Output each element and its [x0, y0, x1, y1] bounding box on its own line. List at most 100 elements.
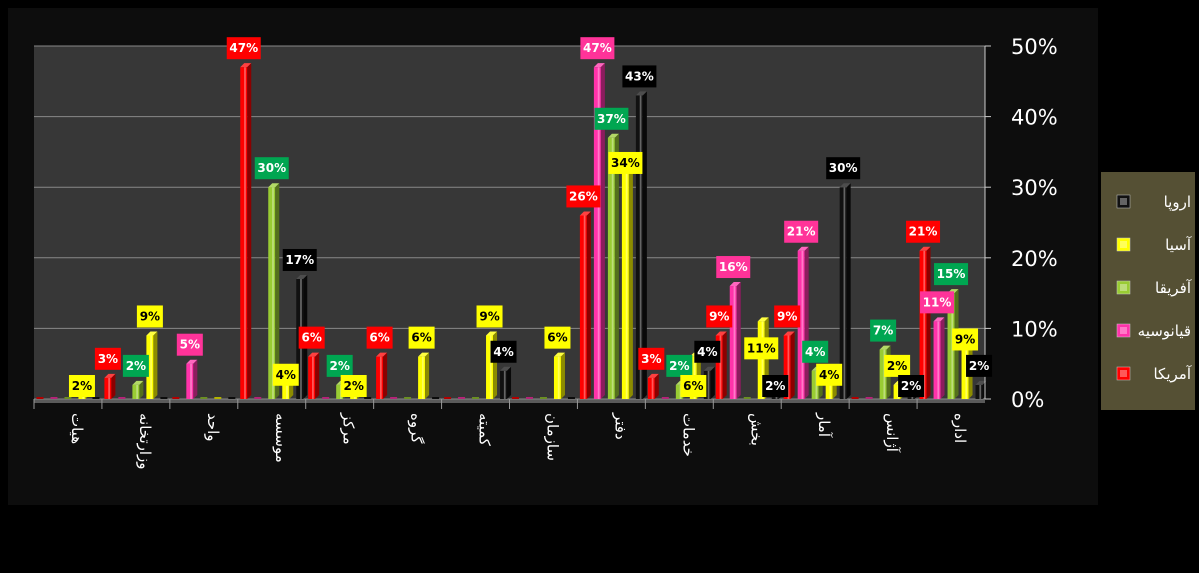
data-label: 9% — [479, 309, 499, 323]
bar-top — [376, 352, 388, 357]
bar-top — [635, 91, 647, 96]
bar-top — [729, 282, 741, 287]
category-label: بخش — [747, 413, 765, 446]
category-label: هیات — [68, 413, 86, 444]
bar-top — [715, 331, 727, 336]
bar-highlight — [733, 286, 736, 399]
bar — [240, 67, 248, 400]
data-label: 4% — [276, 368, 296, 382]
bar-top — [607, 133, 619, 138]
bar — [64, 397, 72, 399]
bar-highlight — [489, 335, 492, 399]
bar — [947, 293, 955, 399]
bar-top — [186, 359, 198, 364]
data-label: 2% — [969, 359, 989, 373]
bar — [404, 397, 412, 399]
bar-highlight — [421, 356, 424, 399]
bar-highlight — [625, 158, 628, 399]
data-label: 47% — [229, 41, 258, 55]
bar — [50, 397, 58, 399]
bar-highlight — [843, 187, 846, 399]
bar-side — [642, 91, 647, 400]
data-label-box — [476, 305, 503, 328]
legend-label: آفریقا — [1155, 279, 1192, 297]
data-label-box — [254, 157, 289, 180]
data-label: 9% — [709, 309, 729, 323]
data-label-box — [966, 354, 993, 377]
category-label: وزارتخانه — [136, 413, 154, 470]
data-label-box — [934, 263, 969, 286]
data-label: 6% — [547, 331, 567, 345]
legend-swatch-inner — [1120, 370, 1127, 377]
bar-top — [268, 183, 280, 188]
bar-side — [315, 352, 320, 399]
data-label: 26% — [569, 189, 598, 203]
bar — [961, 335, 969, 399]
category-label: کمیته — [476, 413, 494, 447]
bar — [254, 397, 262, 399]
bar-top — [486, 331, 498, 336]
bar — [186, 363, 194, 399]
bar-top — [132, 380, 144, 385]
bar — [376, 356, 384, 399]
data-label-box — [226, 37, 261, 60]
data-label-box — [694, 340, 721, 363]
data-label-box — [716, 256, 751, 279]
y-tick-label: 30% — [1011, 176, 1058, 200]
data-label-box — [594, 107, 629, 130]
bar — [635, 95, 643, 400]
legend-label: آمریکا — [1153, 365, 1191, 383]
bar-top — [757, 317, 769, 322]
bar-highlight — [503, 370, 506, 399]
legend-swatch-inner — [1120, 327, 1127, 334]
bar — [132, 384, 140, 399]
data-label-box — [706, 305, 733, 328]
bar — [975, 384, 983, 399]
bar-side — [111, 373, 116, 399]
data-label: 2% — [343, 379, 363, 393]
bar — [444, 397, 452, 399]
bar-side — [247, 63, 252, 400]
bar-side — [586, 211, 591, 399]
bar — [390, 397, 398, 399]
bar — [797, 250, 805, 399]
data-label-box — [870, 319, 897, 342]
data-label-box — [68, 375, 95, 397]
legend-label: آسیا — [1165, 236, 1192, 254]
bar — [322, 397, 330, 399]
bar — [703, 370, 711, 399]
bar-side — [139, 380, 144, 399]
bar-side — [790, 331, 795, 399]
data-label: 6% — [683, 379, 703, 393]
bar-side — [275, 183, 280, 399]
bar-side — [153, 331, 158, 399]
data-label: 21% — [909, 225, 938, 239]
data-label-box — [282, 248, 317, 271]
bar — [160, 397, 168, 399]
data-label: 4% — [493, 345, 513, 359]
data-label-box — [608, 151, 643, 174]
bar — [104, 377, 112, 399]
data-label: 9% — [140, 309, 160, 323]
bar-side — [193, 359, 198, 399]
bar-top — [783, 331, 795, 336]
bar-top — [104, 373, 116, 378]
category-label: آمار — [815, 412, 833, 438]
data-label: 43% — [625, 69, 654, 83]
bar — [308, 356, 316, 399]
bar — [933, 321, 941, 399]
bar-side — [722, 331, 727, 399]
bar-highlight — [244, 67, 246, 400]
bar-highlight — [136, 384, 138, 399]
bar-highlight — [312, 356, 314, 399]
bar — [200, 397, 208, 399]
bar — [336, 384, 344, 399]
bar — [661, 397, 669, 399]
data-label-box — [680, 375, 707, 397]
data-label-box — [298, 326, 325, 349]
y-tick-label: 40% — [1011, 106, 1058, 130]
bar-highlight — [150, 335, 152, 399]
data-label: 11% — [747, 341, 776, 355]
bar — [783, 335, 791, 399]
